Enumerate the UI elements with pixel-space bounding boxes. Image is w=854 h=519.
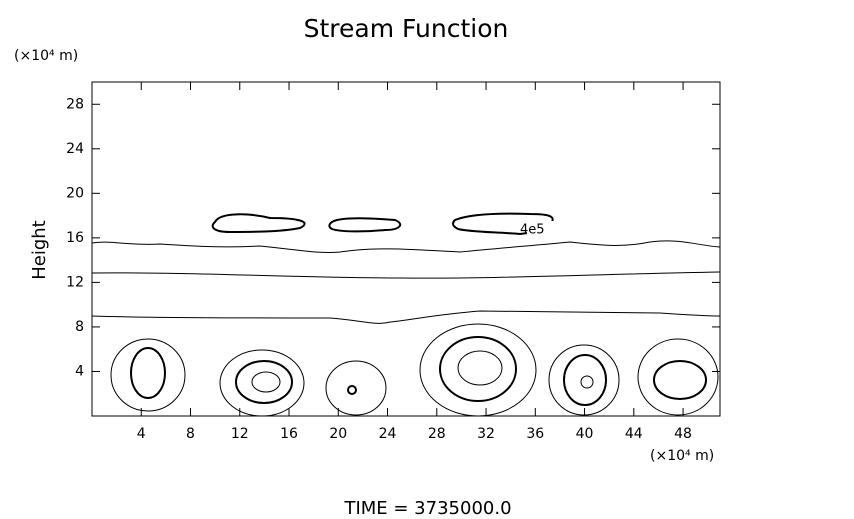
contour bbox=[325, 360, 387, 416]
chart-title: Stream Function bbox=[304, 14, 509, 43]
contour bbox=[457, 350, 503, 386]
contour bbox=[130, 347, 166, 399]
contour-label: 4e5 bbox=[520, 223, 545, 238]
contour bbox=[637, 338, 719, 416]
footer: TIME = 3735000.0 bbox=[343, 498, 511, 519]
x-unit-label: (×10⁴ m) bbox=[650, 448, 714, 464]
x-tick-label: 44 bbox=[625, 426, 643, 442]
y-tick-label: 8 bbox=[75, 319, 84, 335]
x-tick-label: 4 bbox=[137, 426, 146, 442]
contour bbox=[548, 344, 620, 416]
x-tick-label: 32 bbox=[477, 426, 495, 442]
contours bbox=[92, 212, 720, 416]
contour bbox=[439, 336, 517, 402]
y-tick-label: 12 bbox=[66, 274, 84, 290]
contour bbox=[328, 217, 402, 233]
contour bbox=[92, 240, 720, 254]
contour bbox=[92, 310, 720, 324]
x-tick-label: 8 bbox=[186, 426, 195, 442]
contour bbox=[219, 349, 305, 416]
x-tick-label: 16 bbox=[280, 426, 298, 442]
contour bbox=[653, 360, 707, 400]
contour bbox=[235, 360, 293, 404]
y-tick-label: 24 bbox=[66, 141, 84, 157]
x-tick-label: 24 bbox=[379, 426, 397, 442]
y-unit-label: (×10⁴ m) bbox=[14, 48, 78, 64]
contour bbox=[251, 371, 281, 393]
y-tick-label: 28 bbox=[66, 96, 84, 112]
x-tick-label: 48 bbox=[674, 426, 692, 442]
x-tick-label: 20 bbox=[329, 426, 347, 442]
contour bbox=[563, 354, 607, 406]
y-tick-label: 4 bbox=[75, 363, 84, 379]
x-tick-label: 36 bbox=[526, 426, 544, 442]
x-tick-label: 40 bbox=[576, 426, 594, 442]
plot-frame bbox=[91, 81, 721, 417]
contour bbox=[419, 323, 537, 416]
contour bbox=[92, 271, 720, 279]
contour bbox=[580, 375, 594, 389]
x-tick-label: 28 bbox=[428, 426, 446, 442]
contour bbox=[211, 213, 306, 234]
contour bbox=[347, 385, 357, 395]
contour-label-bg bbox=[527, 221, 559, 237]
contour bbox=[110, 338, 186, 412]
y-axis-label: Height bbox=[29, 220, 50, 280]
x-tick-label: 12 bbox=[231, 426, 249, 442]
y-tick-label: 16 bbox=[66, 230, 84, 246]
y-tick-label: 20 bbox=[66, 185, 84, 201]
